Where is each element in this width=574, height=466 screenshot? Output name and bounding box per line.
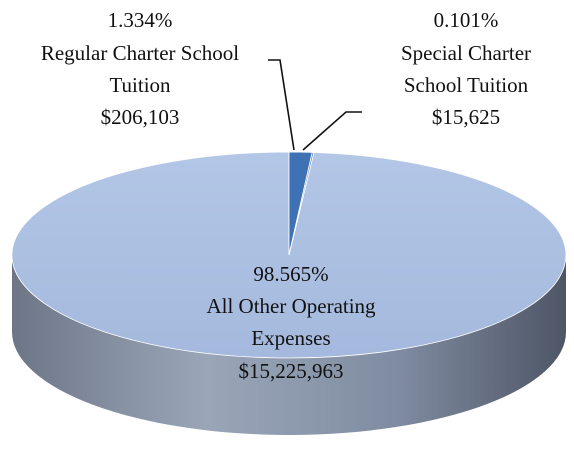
label-other-name-line1: All Other Operating [206,294,376,318]
label-other-name-line2: Expenses [251,326,330,350]
data-label-other: 98.565% All Other Operating Expenses $15… [206,262,376,383]
label-special-value: $15,625 [432,105,500,129]
data-label-special: 0.101% Special Charter School Tuition $1… [401,8,531,129]
label-special-percent: 0.101% [434,8,499,32]
label-special-name-line2: School Tuition [404,73,529,97]
label-regular-name-line1: Regular Charter School [41,41,239,65]
data-label-regular: 1.334% Regular Charter School Tuition $2… [41,8,239,129]
label-regular-percent: 1.334% [108,8,173,32]
leader-line-special [302,111,362,151]
label-other-percent: 98.565% [253,262,328,286]
pie-side-wall [12,255,566,435]
label-regular-name-line2: Tuition [109,73,171,97]
leader-line-regular [268,59,295,151]
pie-slice-special-charter-school-tuition [288,151,315,256]
label-other-value: $15,225,963 [239,359,344,383]
label-regular-value: $206,103 [101,105,180,129]
label-special-name-line1: Special Charter [401,41,531,65]
